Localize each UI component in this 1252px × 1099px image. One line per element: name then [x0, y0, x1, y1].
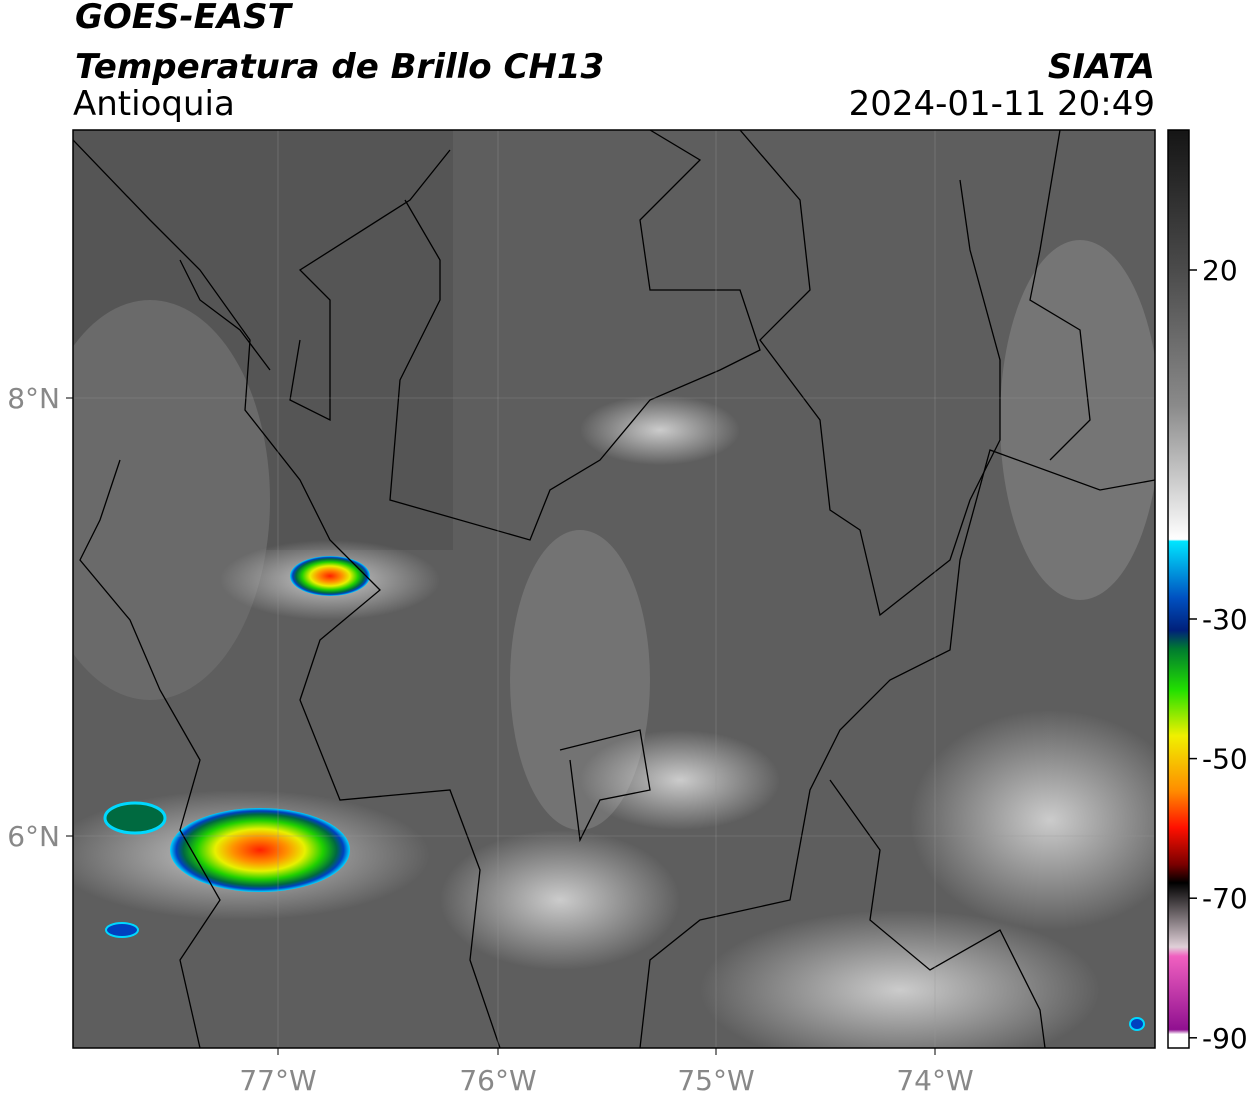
title: Temperatura de Brillo CH13 — [75, 47, 604, 87]
colorbar-label: 20 — [1202, 254, 1238, 287]
lat-label: 6°N — [7, 820, 60, 853]
lon-label: 77°W — [239, 1064, 316, 1097]
lon-label: 76°W — [459, 1064, 536, 1097]
satellite-image — [73, 130, 1155, 1048]
colorbar-label: -30 — [1202, 603, 1248, 636]
map-frame — [72, 129, 1156, 1049]
lon-label: 74°W — [896, 1064, 973, 1097]
lat-label: 8°N — [7, 382, 60, 415]
colorbar-label: -50 — [1202, 743, 1248, 776]
lon-label: 75°W — [677, 1064, 754, 1097]
title: GOES-EAST — [75, 0, 294, 37]
colorbar-label: -70 — [1202, 882, 1248, 915]
datetime: 2024-01-11 20:49 — [849, 84, 1155, 124]
source: SIATA — [1048, 47, 1155, 87]
colorbar-label: -90 — [1202, 1022, 1248, 1055]
colorbar — [1167, 129, 1190, 1049]
region: Antioquia — [73, 84, 235, 124]
